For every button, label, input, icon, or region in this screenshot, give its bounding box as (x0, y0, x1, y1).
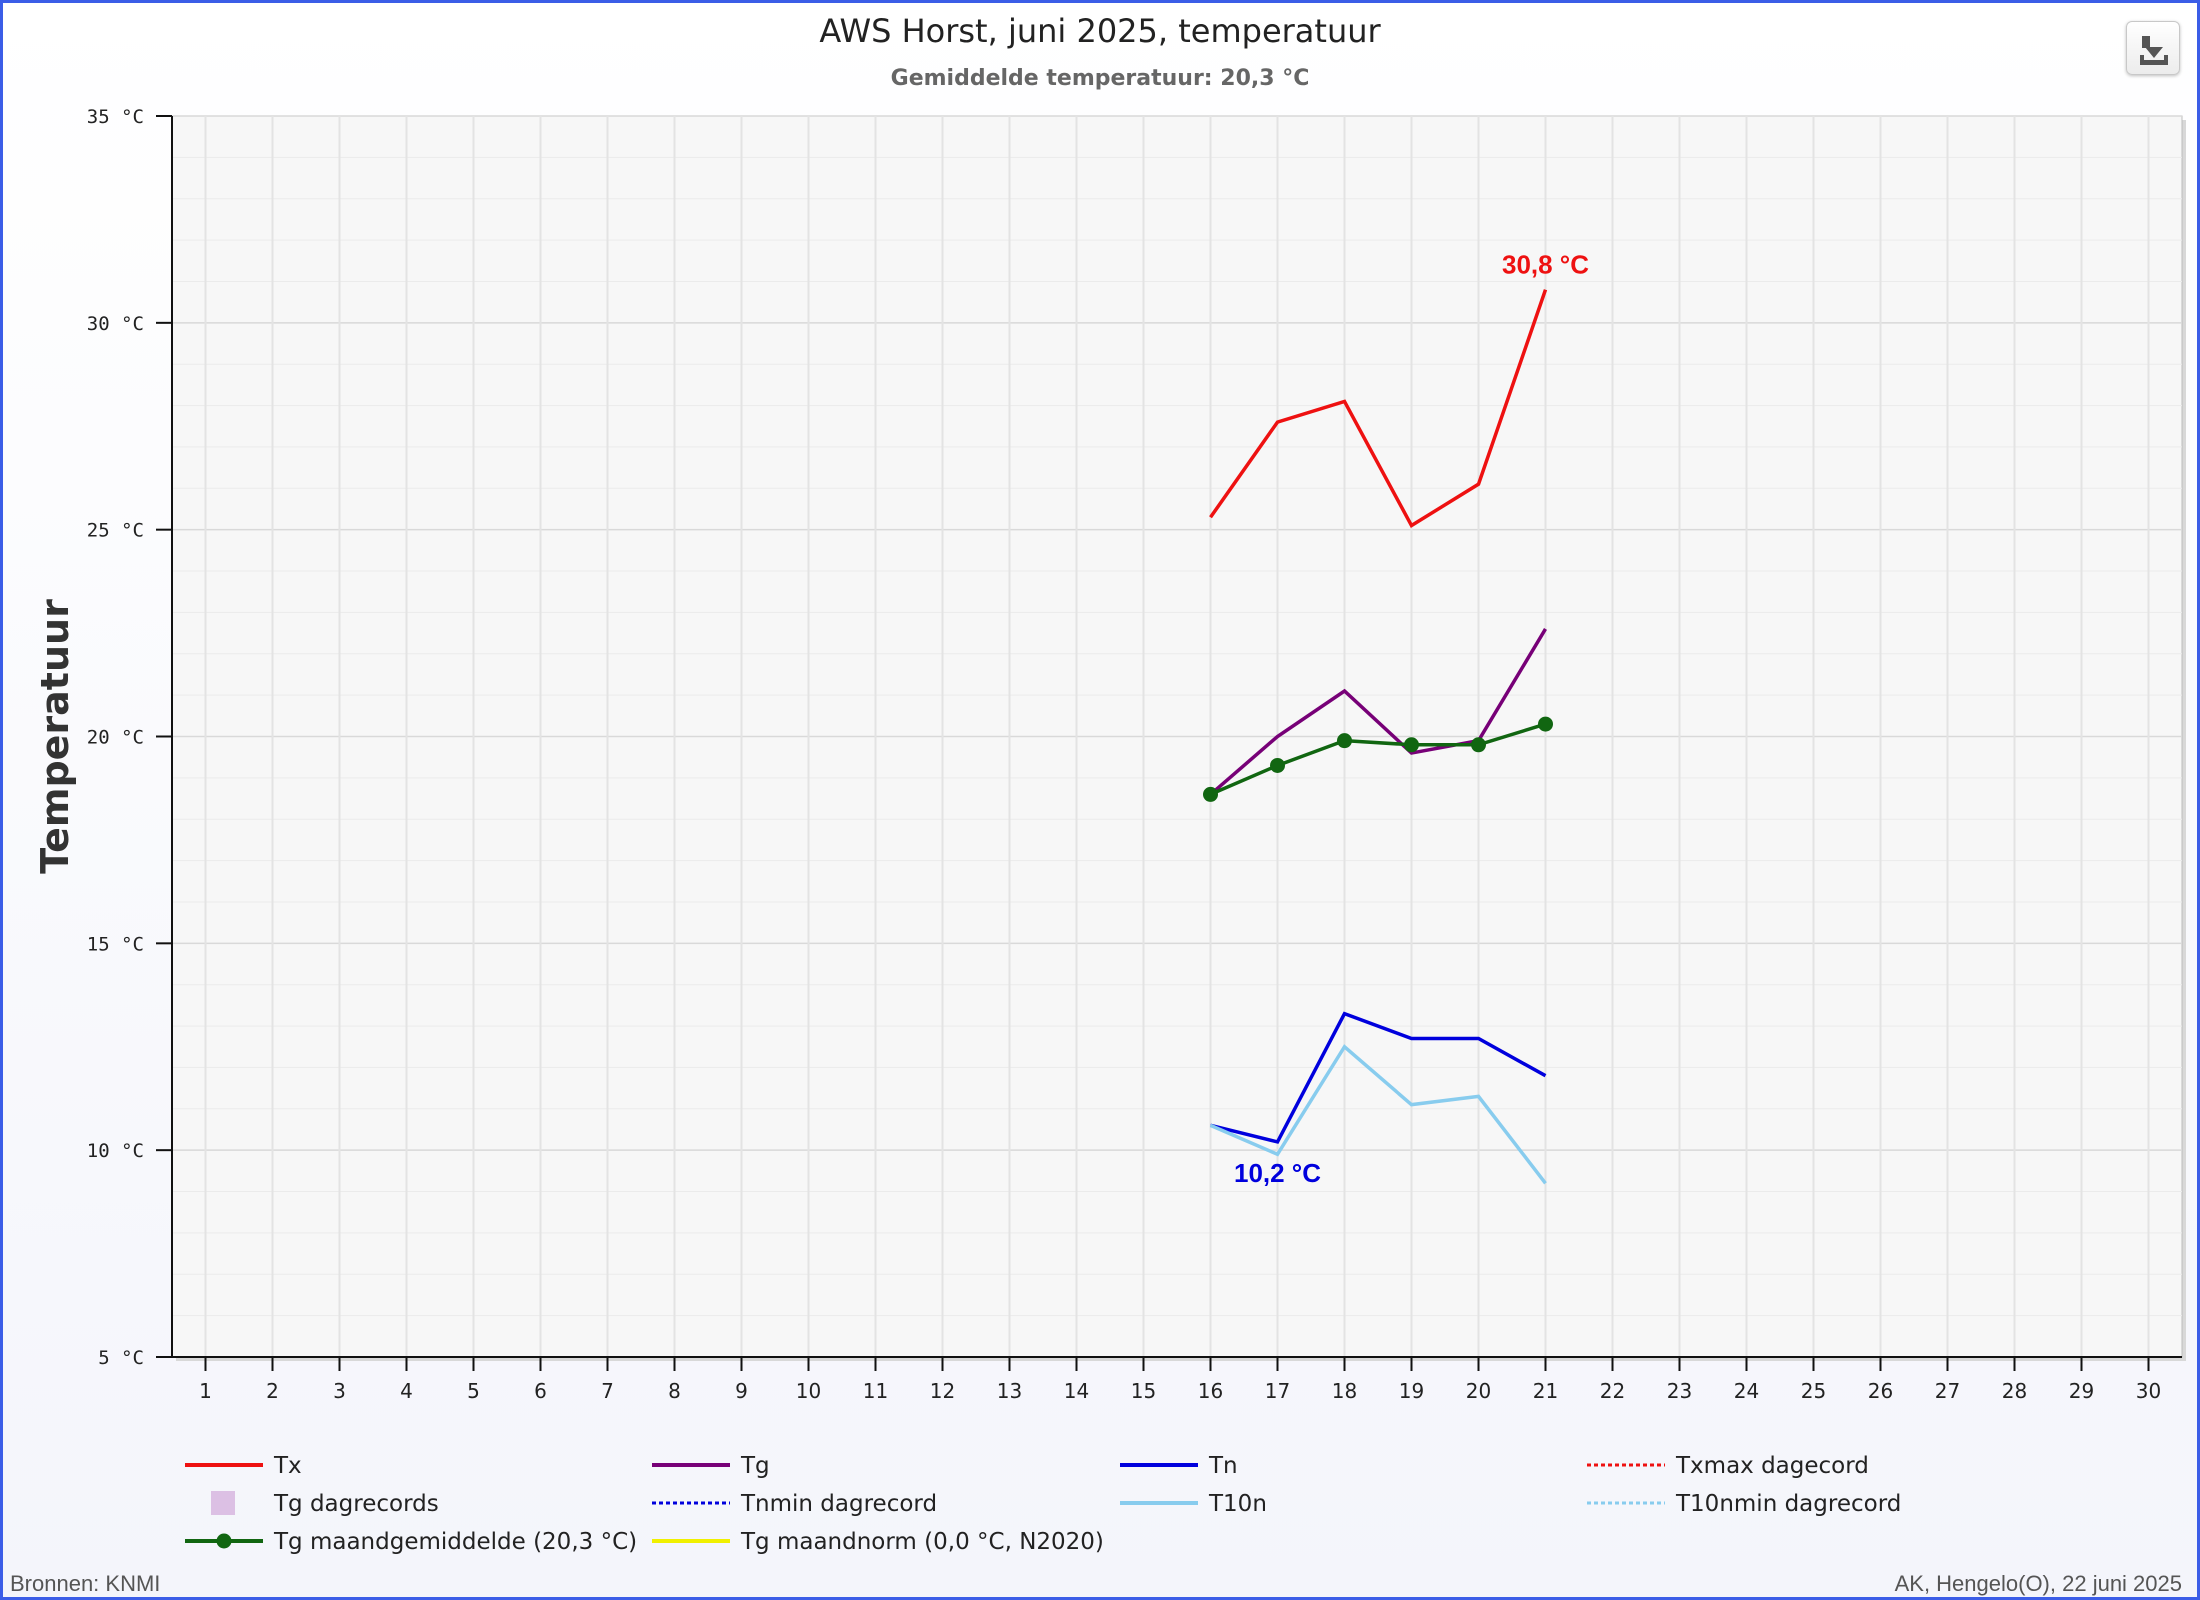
data-point-maandgemiddelde (1337, 733, 1352, 749)
x-tick-label: 17 (1265, 1379, 1290, 1403)
data-point-maandgemiddelde (1270, 757, 1285, 773)
legend-label: Tnmin dagrecord (740, 1491, 937, 1517)
x-tick-label: 26 (1868, 1379, 1893, 1403)
x-tick-label: 9 (735, 1379, 748, 1403)
x-tick-label: 6 (534, 1379, 547, 1403)
x-tick-label: 11 (863, 1379, 888, 1403)
x-tick-label: 15 (1131, 1379, 1156, 1403)
y-tick-label: 5 °C (98, 1347, 144, 1369)
x-tick-label: 14 (1064, 1379, 1089, 1403)
x-tick-label: 20 (1466, 1379, 1491, 1403)
plot-area: 5 °C10 °C15 °C20 °C25 °C30 °C35 °C1 2 3 4 5 6… (87, 106, 2186, 1403)
chart-title: AWS Horst, juni 2025, temperatuur (819, 12, 1381, 50)
x-tick-label: 12 (930, 1379, 955, 1403)
legend-label: T10n (1208, 1491, 1267, 1517)
legend-label: T10nmin dagrecord (1675, 1491, 1901, 1517)
x-tick-label: 2 (266, 1379, 279, 1403)
legend-label: Tn (1208, 1453, 1238, 1479)
download-button[interactable] (2126, 21, 2180, 75)
data-label: 30,8 °C (1502, 250, 1589, 280)
data-point-maandgemiddelde (1538, 716, 1553, 732)
x-tick-label: 16 (1198, 1379, 1223, 1403)
y-tick-label: 10 °C (87, 1140, 144, 1162)
y-tick-label: 35 °C (87, 106, 144, 128)
x-tick-label: 18 (1332, 1379, 1357, 1403)
footer-sources: Bronnen: KNMI (10, 1571, 161, 1596)
series-line-tg (1209, 628, 1548, 796)
x-tick-label: 25 (1801, 1379, 1826, 1403)
x-tick-label: 7 (601, 1379, 614, 1403)
x-tick-label: 28 (2002, 1379, 2027, 1403)
series-line-tg-maandgemiddelde (1209, 722, 1547, 797)
x-tick-label: 29 (2069, 1379, 2094, 1403)
x-tick-label: 24 (1734, 1379, 1759, 1403)
x-tick-label: 27 (1935, 1379, 1960, 1403)
legend-label: Tx (273, 1453, 302, 1479)
y-tick-label: 15 °C (87, 933, 144, 955)
footer-credit: AK, Hengelo(O), 22 juni 2025 (1894, 1571, 2182, 1596)
legend-swatch (211, 1491, 235, 1515)
y-tick-label: 30 °C (87, 313, 144, 335)
y-tick-label: 20 °C (87, 727, 144, 749)
x-tick-label: 23 (1667, 1379, 1692, 1403)
x-tick-label: 4 (400, 1379, 413, 1403)
legend-label: Tg maandgemiddelde (20,3 °C) (273, 1529, 637, 1555)
x-tick-label: 19 (1399, 1379, 1424, 1403)
data-point-maandgemiddelde (1203, 786, 1218, 802)
x-tick-label: 3 (333, 1379, 346, 1403)
legend-label: Txmax dagecord (1675, 1453, 1869, 1479)
data-point-maandgemiddelde (1471, 737, 1486, 753)
y-axis-label: Temperatuur (33, 599, 77, 874)
x-tick-label: 10 (796, 1379, 821, 1403)
legend-marker (216, 1533, 232, 1549)
legend-label: Tg (740, 1453, 770, 1479)
chart-subtitle: Gemiddelde temperatuur: 20,3 °C (891, 66, 1310, 91)
x-tick-label: 13 (997, 1379, 1022, 1403)
x-tick-label: 22 (1600, 1379, 1625, 1403)
data-label: 10,2 °C (1234, 1158, 1321, 1188)
legend-label: Tg dagrecords (273, 1491, 439, 1517)
legend-label: Tg maandnorm (0,0 °C, N2020) (740, 1529, 1104, 1555)
series-line-tn (1210, 1011, 1547, 1144)
legend: Tx Tg Tn Txmax dagecord Tg dagrecords Tnmin d… (185, 1453, 1901, 1555)
series-line-t10n (1209, 1044, 1547, 1185)
x-tick-label: 1 (199, 1379, 212, 1403)
x-tick-label: 8 (668, 1379, 681, 1403)
x-tick-label: 21 (1533, 1379, 1558, 1403)
x-tick-label: 30 (2136, 1379, 2161, 1403)
data-point-maandgemiddelde (1404, 737, 1419, 753)
y-tick-label: 25 °C (87, 520, 144, 542)
x-tick-label: 5 (467, 1379, 480, 1403)
series-line-tx (1209, 289, 1548, 528)
download-icon (2140, 36, 2168, 65)
